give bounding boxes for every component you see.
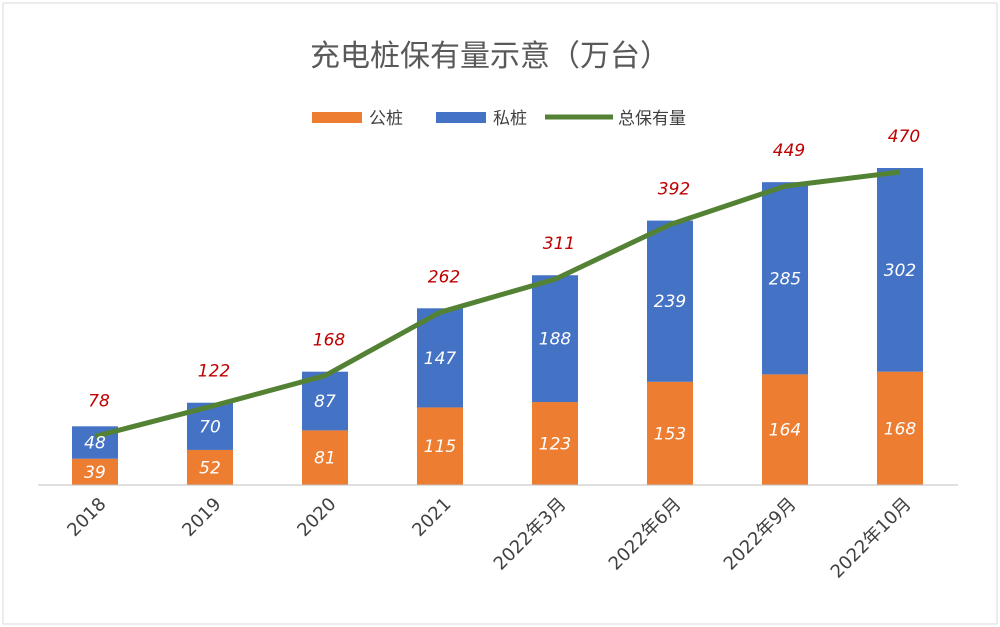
legend-label: 公桩 xyxy=(369,109,403,129)
label-private: 48 xyxy=(84,434,106,454)
label-public: 123 xyxy=(539,435,571,455)
bars xyxy=(72,168,923,485)
bar-private xyxy=(762,182,808,375)
label-private: 87 xyxy=(314,392,336,412)
label-private: 302 xyxy=(884,261,916,281)
legend: 公桩 私桩 总保有量 xyxy=(312,109,686,129)
label-private: 70 xyxy=(199,417,221,437)
total-line-path xyxy=(94,169,901,439)
bar-public xyxy=(417,407,463,485)
label-public: 81 xyxy=(314,449,336,469)
label-public: 164 xyxy=(769,421,801,441)
bar-public xyxy=(302,430,348,485)
bar-public xyxy=(762,374,808,485)
bar-private xyxy=(877,168,923,372)
legend-swatch xyxy=(436,112,486,123)
label-total: 262 xyxy=(428,267,460,287)
label-total: 311 xyxy=(543,234,575,254)
label-public: 39 xyxy=(84,463,106,483)
label-private: 188 xyxy=(539,330,572,350)
legend-label: 总保有量 xyxy=(618,109,686,129)
label-total: 392 xyxy=(658,180,690,200)
bar-private xyxy=(417,308,463,408)
label-private: 239 xyxy=(654,292,686,312)
label-public: 52 xyxy=(199,458,221,478)
chart-title: 充电桩保有量示意（万台） xyxy=(310,39,670,74)
label-total: 449 xyxy=(773,141,805,161)
bar-public xyxy=(647,381,693,485)
legend-swatch xyxy=(312,112,362,123)
bar-public xyxy=(187,449,233,485)
label-private: 285 xyxy=(769,269,801,289)
label-total: 168 xyxy=(313,331,346,351)
bar-public xyxy=(72,458,118,485)
label-total: 470 xyxy=(888,127,920,147)
bar-private xyxy=(647,220,693,382)
bar-public xyxy=(877,371,923,485)
label-private: 147 xyxy=(424,349,457,369)
label-public: 168 xyxy=(884,419,917,439)
bar-private xyxy=(532,275,578,403)
total-line xyxy=(94,169,901,439)
label-public: 115 xyxy=(424,437,456,457)
bar-public xyxy=(532,402,578,485)
label-total: 78 xyxy=(88,391,110,411)
legend-label: 私桩 xyxy=(493,109,527,129)
label-total: 122 xyxy=(198,362,230,382)
label-public: 153 xyxy=(654,424,686,444)
data-labels: 39 48 78 52 70 122 81 87 168 115 147 262 123 188 311 15… xyxy=(84,127,920,483)
